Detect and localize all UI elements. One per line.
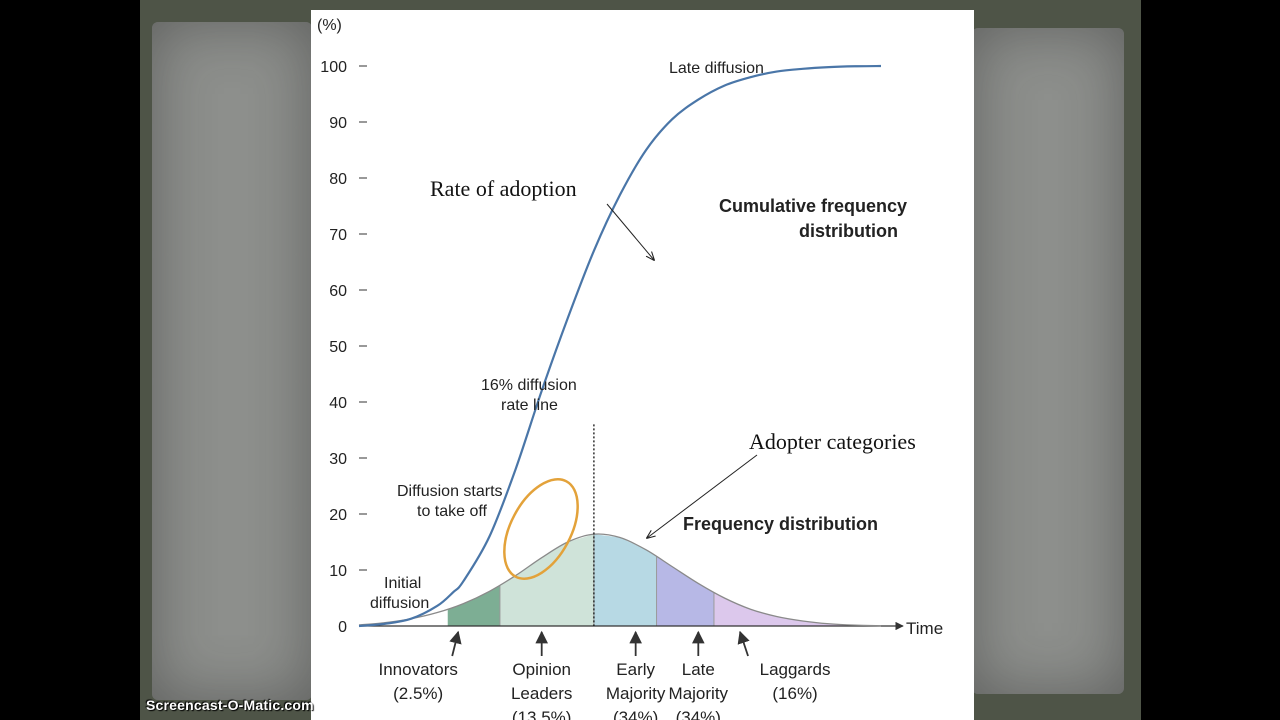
adopter-region-5 — [713, 592, 881, 626]
y-tick-label-100: 100 — [320, 59, 347, 76]
axes: 0 10 20 30 40 50 60 70 80 90 100 — [320, 59, 904, 636]
late-diffusion-label: Late diffusion — [669, 60, 764, 77]
adopter-region-2 — [499, 534, 594, 626]
adopter-label-1-line-1: Innovators — [378, 660, 457, 679]
adopter-label-4-line-1: Late — [682, 660, 715, 679]
adopter-region-1 — [447, 585, 500, 626]
adopter-categories-label: Adopter categories — [749, 429, 916, 454]
adopter-label-3-line-2: Majority — [606, 684, 666, 703]
frequency-distribution-curve — [358, 533, 882, 627]
diffusion-16-line-label-2: rate line — [501, 397, 558, 414]
y-tick-label-10: 10 — [329, 563, 347, 580]
adopter-arrow-5 — [737, 630, 750, 657]
rate-of-adoption-arrow — [606, 203, 654, 260]
adopter-label-3-line-1: Early — [616, 660, 655, 679]
adopter-label-2-line-2: Leaders — [511, 684, 572, 703]
adopter-categories-arrow — [647, 454, 758, 538]
y-tick-label-80: 80 — [329, 171, 347, 188]
adopter-region-3 — [593, 534, 657, 626]
rate-of-adoption-label: Rate of adoption — [430, 176, 577, 201]
adopter-category-labels: Innovators (2.5%) Opinion Leaders (13.5%) Ear… — [378, 630, 831, 720]
paper-texture-right — [972, 28, 1124, 694]
y-tick-label-90: 90 — [329, 115, 347, 132]
chart-svg: 0 10 20 30 40 50 60 70 80 90 100 (%) Time Late dif… — [317, 17, 943, 720]
initial-diffusion-label-2: diffusion — [370, 595, 429, 612]
y-tick-label-30: 30 — [329, 451, 347, 468]
adopter-label-5-line-2: (16%) — [772, 684, 817, 703]
adopter-label-4-line-3: (34%) — [676, 708, 721, 720]
watermark: Screencast-O-Matic.com — [146, 697, 314, 713]
cumulative-label-2: distribution — [799, 221, 898, 241]
adopter-label-1-line-2: (2.5%) — [393, 684, 443, 703]
diffusion-16-line-label-1: 16% diffusion — [481, 377, 577, 394]
cumulative-label-1: Cumulative frequency — [719, 196, 907, 216]
adopter-label-5-line-1: Laggards — [760, 660, 831, 679]
takeoff-label-2: to take off — [417, 503, 488, 520]
x-axis-label: Time — [906, 619, 943, 638]
adopter-label-3-line-3: (34%) — [613, 708, 658, 720]
series-lines — [358, 64, 882, 628]
y-tick-label-40: 40 — [329, 395, 347, 412]
adopter-arrow-1 — [449, 630, 462, 657]
adopter-label-2-line-1: Opinion — [512, 660, 571, 679]
adopter-label-4-line-2: Majority — [669, 684, 729, 703]
initial-diffusion-label-1: Initial — [384, 575, 421, 592]
y-tick-label-20: 20 — [329, 507, 347, 524]
y-tick-label-50: 50 — [329, 339, 347, 356]
adopter-region-4 — [656, 556, 714, 626]
y-tick-label-70: 70 — [329, 227, 347, 244]
y-tick-label-0: 0 — [338, 619, 347, 636]
cumulative-adoption-curve — [358, 64, 882, 628]
takeoff-highlight-ellipse — [503, 478, 579, 580]
frequency-distribution-label: Frequency distribution — [683, 514, 878, 534]
takeoff-label-1: Diffusion starts — [397, 483, 503, 500]
arrows — [606, 203, 758, 538]
y-unit-label: (%) — [317, 17, 342, 34]
adopter-category-fills — [447, 534, 881, 626]
paper-texture-left — [152, 22, 312, 700]
diffusion-chart: 0 10 20 30 40 50 60 70 80 90 100 (%) Time Late dif… — [311, 10, 974, 720]
adopter-label-2-line-3: (13.5%) — [512, 708, 572, 720]
y-tick-label-60: 60 — [329, 283, 347, 300]
